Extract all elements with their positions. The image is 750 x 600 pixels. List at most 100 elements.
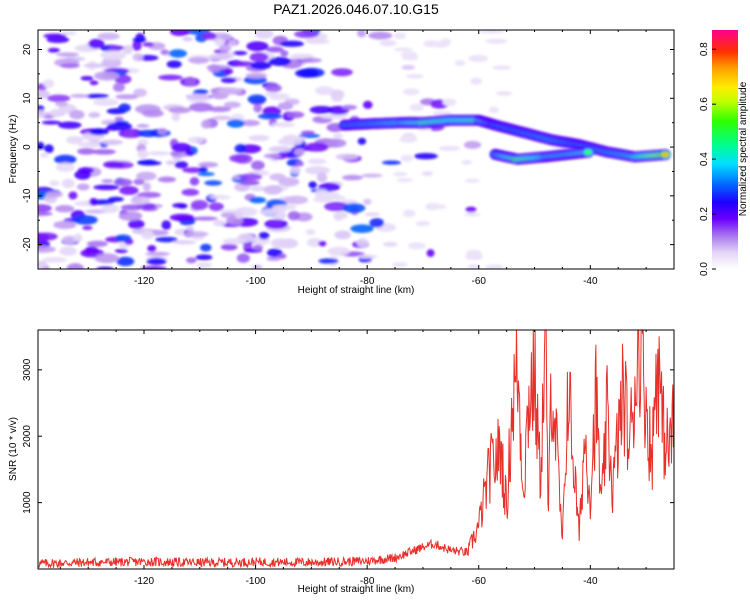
heatmap-cell [250,61,272,70]
heatmap-cell [485,38,508,44]
heatmap-cell [54,154,77,165]
heatmap-cell [100,50,126,61]
heatmap-cell [172,203,187,209]
ridge-cell [661,152,669,157]
heatmap-cell [245,72,268,79]
heatmap-cell [318,240,327,247]
heatmap-cell [145,251,171,256]
heatmap-cell [80,75,94,81]
heatmap-cell [142,182,151,192]
heatmap-cell [361,173,383,178]
heatmap-cell [38,109,47,118]
heatmap-cell [298,133,321,138]
heatmap-cell [470,77,482,85]
heatmap-cell [46,94,71,102]
heatmap-y-tick-label: 0 [22,144,33,150]
heatmap-cell [463,140,482,149]
heatmap-x-tick-label: -60 [472,276,487,287]
heatmap-cell [429,204,447,210]
heatmap-cell [136,123,150,128]
heatmap-cell [166,60,182,69]
heatmap-frame [37,29,675,270]
heatmap-cell [394,32,407,40]
heatmap-y-tick-label: -10 [22,188,33,203]
heatmap-cell [185,76,196,87]
heatmap-cell [252,244,264,251]
heatmap-cell [181,188,200,196]
heatmap-cell [232,51,248,56]
heatmap-cell [251,160,265,171]
heatmap-cell [168,106,192,114]
ridge-cell [584,150,592,155]
heatmap-cell [77,148,96,155]
heatmap-cell [265,46,284,53]
heatmap-cell [263,185,283,195]
heatmap-cell [414,152,438,160]
heatmap-cell [114,116,124,122]
heatmap-cell [66,263,84,269]
heatmap-cell [119,186,139,195]
heatmap-y-tick-label: -20 [22,237,33,252]
heatmap-cell [141,229,155,240]
heatmap-cell [201,119,212,129]
heatmap-cell [38,245,56,253]
heatmap-cell [137,149,149,160]
heatmap-cell [186,257,197,264]
heatmap-cell [172,239,196,245]
heatmap-cell [461,159,473,165]
heatmap-cell [236,253,250,263]
heatmap-cell [88,112,101,118]
colorbar-scale [712,30,738,269]
heatmap-cell [195,254,213,261]
heatmap-cell [76,183,90,191]
heatmap-cell [38,211,53,216]
heatmap-cell [198,166,208,173]
heatmap-cell [93,98,119,106]
heatmap-cell [171,111,181,122]
heatmap-x-tick-label: -80 [360,276,375,287]
heatmap-cell [186,93,211,103]
heatmap-cell [54,205,75,213]
heatmap-cell [55,162,75,172]
heatmap-cell [332,133,344,139]
colorbar-label: Normalized spectral amplitude [738,81,749,216]
heatmap-cell [196,262,213,268]
heatmap-cell [381,160,402,165]
heatmap-cell [208,202,224,212]
heatmap-cell [249,196,267,204]
heatmap-cell [369,217,385,228]
heatmap-cell [118,211,143,221]
heatmap-cell [315,86,334,96]
heatmap-cell [132,40,142,51]
heatmap-cell [454,60,466,66]
heatmap-noise-blobs [38,30,513,269]
heatmap-cell [68,191,78,200]
heatmap-cell [189,177,200,186]
heatmap-cell [66,136,84,145]
heatmap-cell [240,119,260,127]
heatmap-cell [142,42,155,47]
colorbar-tick-label: 0.2 [699,207,710,221]
heatmap-cell [137,159,158,166]
heatmap-cell [61,178,75,189]
heatmap-cell [168,49,188,58]
heatmap-cell [226,119,245,128]
heatmap-cell [335,153,359,161]
heatmap-cell [146,257,167,265]
heatmap-cell [101,57,122,68]
heatmap-cell [432,110,452,117]
heatmap-cell [305,229,316,236]
colorbar: 0.0 0.2 0.4 0.6 0.8 Normalized spectral ampl… [699,30,749,276]
heatmap-cell [40,152,49,158]
heatmap-cell [396,178,413,183]
heatmap-x-label: Height of straight line (km) [298,285,415,296]
colorbar-tick-label: 0.6 [699,97,710,111]
heatmap-cell [43,33,67,39]
heatmap-cell [187,136,205,144]
heatmap-cell [118,103,131,113]
heatmap-cell [314,191,340,199]
heatmap-cell [266,256,281,262]
heatmap-cell [466,249,482,258]
heatmap-cell [289,166,301,175]
